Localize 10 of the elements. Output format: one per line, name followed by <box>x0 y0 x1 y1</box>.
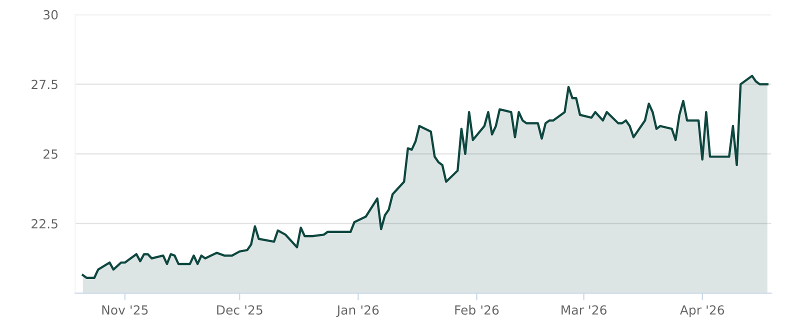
x-tick-label: Dec '25 <box>217 305 262 315</box>
y-tick-label: 22.5 <box>32 219 58 228</box>
x-tick-label: Apr '26 <box>680 305 724 318</box>
y-tick-label: 27.5 <box>32 80 58 90</box>
y-tick-label: 25 <box>44 149 58 159</box>
x-tick-label: Mar '26 <box>562 305 606 315</box>
x-tick-label: Nov '25 <box>102 305 148 315</box>
y-tick-label: 30 <box>44 10 58 20</box>
x-tick-label: Feb '26 <box>455 305 499 315</box>
x-tick-label: Jan '26 <box>336 305 379 318</box>
